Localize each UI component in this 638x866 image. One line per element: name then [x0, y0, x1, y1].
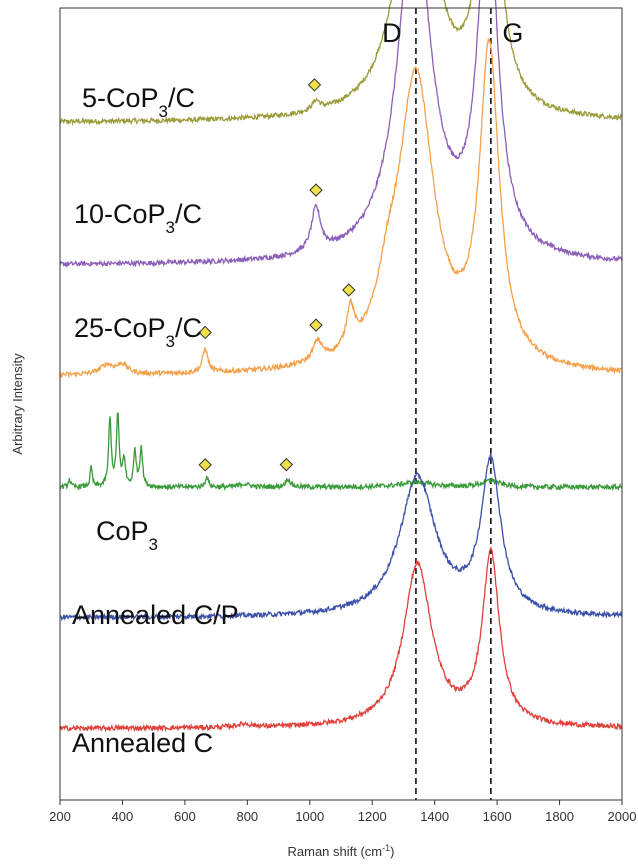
- peak-marker-diamond: [279, 457, 294, 472]
- peak-markers: [198, 78, 356, 472]
- series-labels: 5-CoP3/C 10-CoP3/C 25-CoP3/C CoP3 Annealed C…: [72, 83, 239, 758]
- series-label-5: Annealed C: [72, 728, 213, 758]
- x-tick-label: 1000: [295, 809, 324, 824]
- x-tick-label: 800: [236, 809, 258, 824]
- band-label-d: D: [382, 18, 402, 48]
- series-line-5: [59, 546, 623, 733]
- series-label-2: 25-CoP3/C: [74, 313, 202, 351]
- reference-lines: [415, 8, 492, 800]
- peak-marker-diamond: [309, 183, 323, 197]
- series-label-1: 10-CoP3/C: [74, 199, 202, 237]
- x-axis-title: Raman shift (cm-1): [288, 843, 395, 859]
- peak-marker-diamond: [307, 78, 322, 92]
- peak-marker-diamond: [309, 318, 323, 332]
- series-lines: [59, 0, 623, 733]
- x-tick-label: 2000: [608, 809, 637, 824]
- series-label-0: 5-CoP3/C: [82, 83, 195, 121]
- x-tick-label: 600: [174, 809, 196, 824]
- series-line-4: [59, 452, 623, 622]
- x-tick-label: 1200: [358, 809, 387, 824]
- series-line-0: [59, 0, 623, 126]
- x-ticks: 200 400 600 800 1000 1200 1400 1600 1800 2000: [49, 800, 636, 824]
- plot-frame: [59, 7, 623, 801]
- x-tick-label: 400: [112, 809, 134, 824]
- x-tick-label: 1600: [483, 809, 512, 824]
- series-line-3: [59, 412, 623, 492]
- y-axis-title: Arbitrary Intensity: [10, 353, 25, 455]
- series-label-3: CoP3: [96, 516, 158, 554]
- band-label-g: G: [502, 18, 523, 48]
- series-line-1: [59, 0, 623, 269]
- x-tick-label: 200: [49, 809, 71, 824]
- peak-marker-diamond: [198, 325, 212, 340]
- x-tick-label: 1400: [420, 809, 449, 824]
- peak-marker-diamond: [342, 283, 356, 297]
- series-line-2: [59, 38, 623, 379]
- x-tick-label: 1800: [545, 809, 574, 824]
- peak-marker-diamond: [198, 458, 212, 472]
- series-label-4: Annealed C/P: [72, 600, 239, 630]
